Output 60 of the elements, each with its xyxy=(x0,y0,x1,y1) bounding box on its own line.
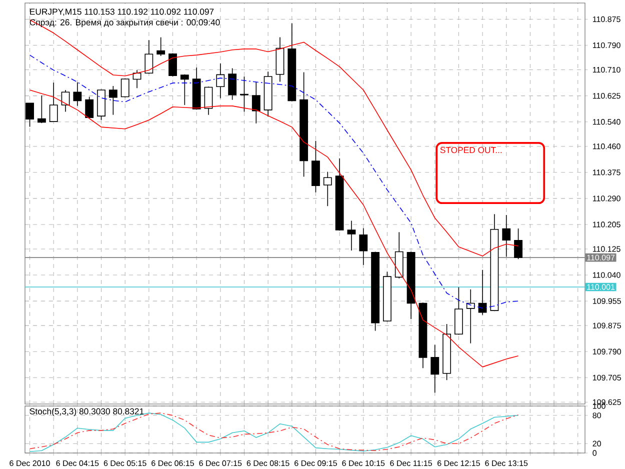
y-tick-label: 110.710 xyxy=(592,66,620,73)
candlestick xyxy=(466,289,475,344)
candlestick xyxy=(502,214,511,258)
candlestick xyxy=(180,74,189,106)
candlestick xyxy=(73,82,82,106)
candlestick xyxy=(204,86,213,116)
y-tick-label: 110.290 xyxy=(592,196,620,202)
x-tick-label: 6 Dec 05:15 xyxy=(104,460,146,466)
y-tick-label: 110.790 xyxy=(592,42,620,48)
candlestick xyxy=(61,90,70,112)
y-tick-label: 110.625 xyxy=(592,92,620,99)
candlestick xyxy=(252,81,260,124)
candlestick xyxy=(347,220,356,251)
y-tick-label: 0 xyxy=(592,450,597,456)
y-tick-label: 20 xyxy=(592,440,601,446)
y-tick-label: 109.790 xyxy=(592,348,621,354)
candlestick xyxy=(85,96,94,119)
candlestick xyxy=(144,40,154,74)
y-tick-label: 109.955 xyxy=(592,298,621,304)
x-tick-label: 6 Dec 07:15 xyxy=(199,460,242,466)
y-tick-label: 110.040 xyxy=(592,272,620,278)
x-tick-label: 6 Dec 12:15 xyxy=(438,460,480,466)
candlestick xyxy=(108,86,118,116)
y-tick-label: 110.375 xyxy=(592,170,620,176)
y-tick-label: 110.125 xyxy=(592,246,620,252)
candlestick xyxy=(323,171,332,207)
candlestick xyxy=(216,62,225,99)
annotation: STOPED OUT... xyxy=(440,146,502,154)
y-tick-label: 110.540 xyxy=(592,119,620,125)
candlestick xyxy=(240,76,248,112)
y-tick-label: 110.205 xyxy=(592,222,620,228)
x-tick-label: 6 Dec 09:15 xyxy=(294,460,337,466)
x-tick-label: 6 Dec 06:15 xyxy=(152,460,194,466)
x-tick-label: 6 Dec 08:15 xyxy=(246,460,290,466)
candlestick xyxy=(359,228,368,266)
x-tick-label: 6 Dec 11:15 xyxy=(390,460,432,466)
x-tick-label: 6 Dec 10:15 xyxy=(342,460,385,466)
candlestick xyxy=(514,228,522,260)
x-tick-label: 6 Dec 13:15 xyxy=(485,460,528,466)
text: EURJPY,M15 110.153 110.192 110.092 110.097 xyxy=(30,8,214,16)
candlestick xyxy=(478,269,487,316)
candlestick xyxy=(26,102,34,128)
candlestick xyxy=(168,52,177,77)
candlestick xyxy=(156,36,166,56)
y-tick-label: 110.460 xyxy=(592,144,620,150)
candlestick xyxy=(228,68,237,100)
chart-title: Stoch(5,3,3) 80.3030 80.8321 xyxy=(30,408,144,416)
candlestick xyxy=(120,78,130,98)
y-tick-label: 80 xyxy=(592,412,601,418)
y-tick-label: 109.875 xyxy=(592,322,621,328)
candlestick xyxy=(49,82,58,122)
x-tick-label: 6 Dec 2010 xyxy=(10,460,50,466)
y-tick-label: 109.705 xyxy=(592,374,621,380)
y-tick-label: 110.875 xyxy=(592,16,620,22)
ref-line-label: 110.001 xyxy=(587,284,615,290)
x-tick-label: 6 Dec 04:15 xyxy=(56,460,99,466)
ref-line-label: 110.097 xyxy=(587,254,615,260)
candlestick xyxy=(37,95,46,124)
candlestick xyxy=(430,344,440,394)
y-tick-label: 109.625 xyxy=(592,399,621,405)
